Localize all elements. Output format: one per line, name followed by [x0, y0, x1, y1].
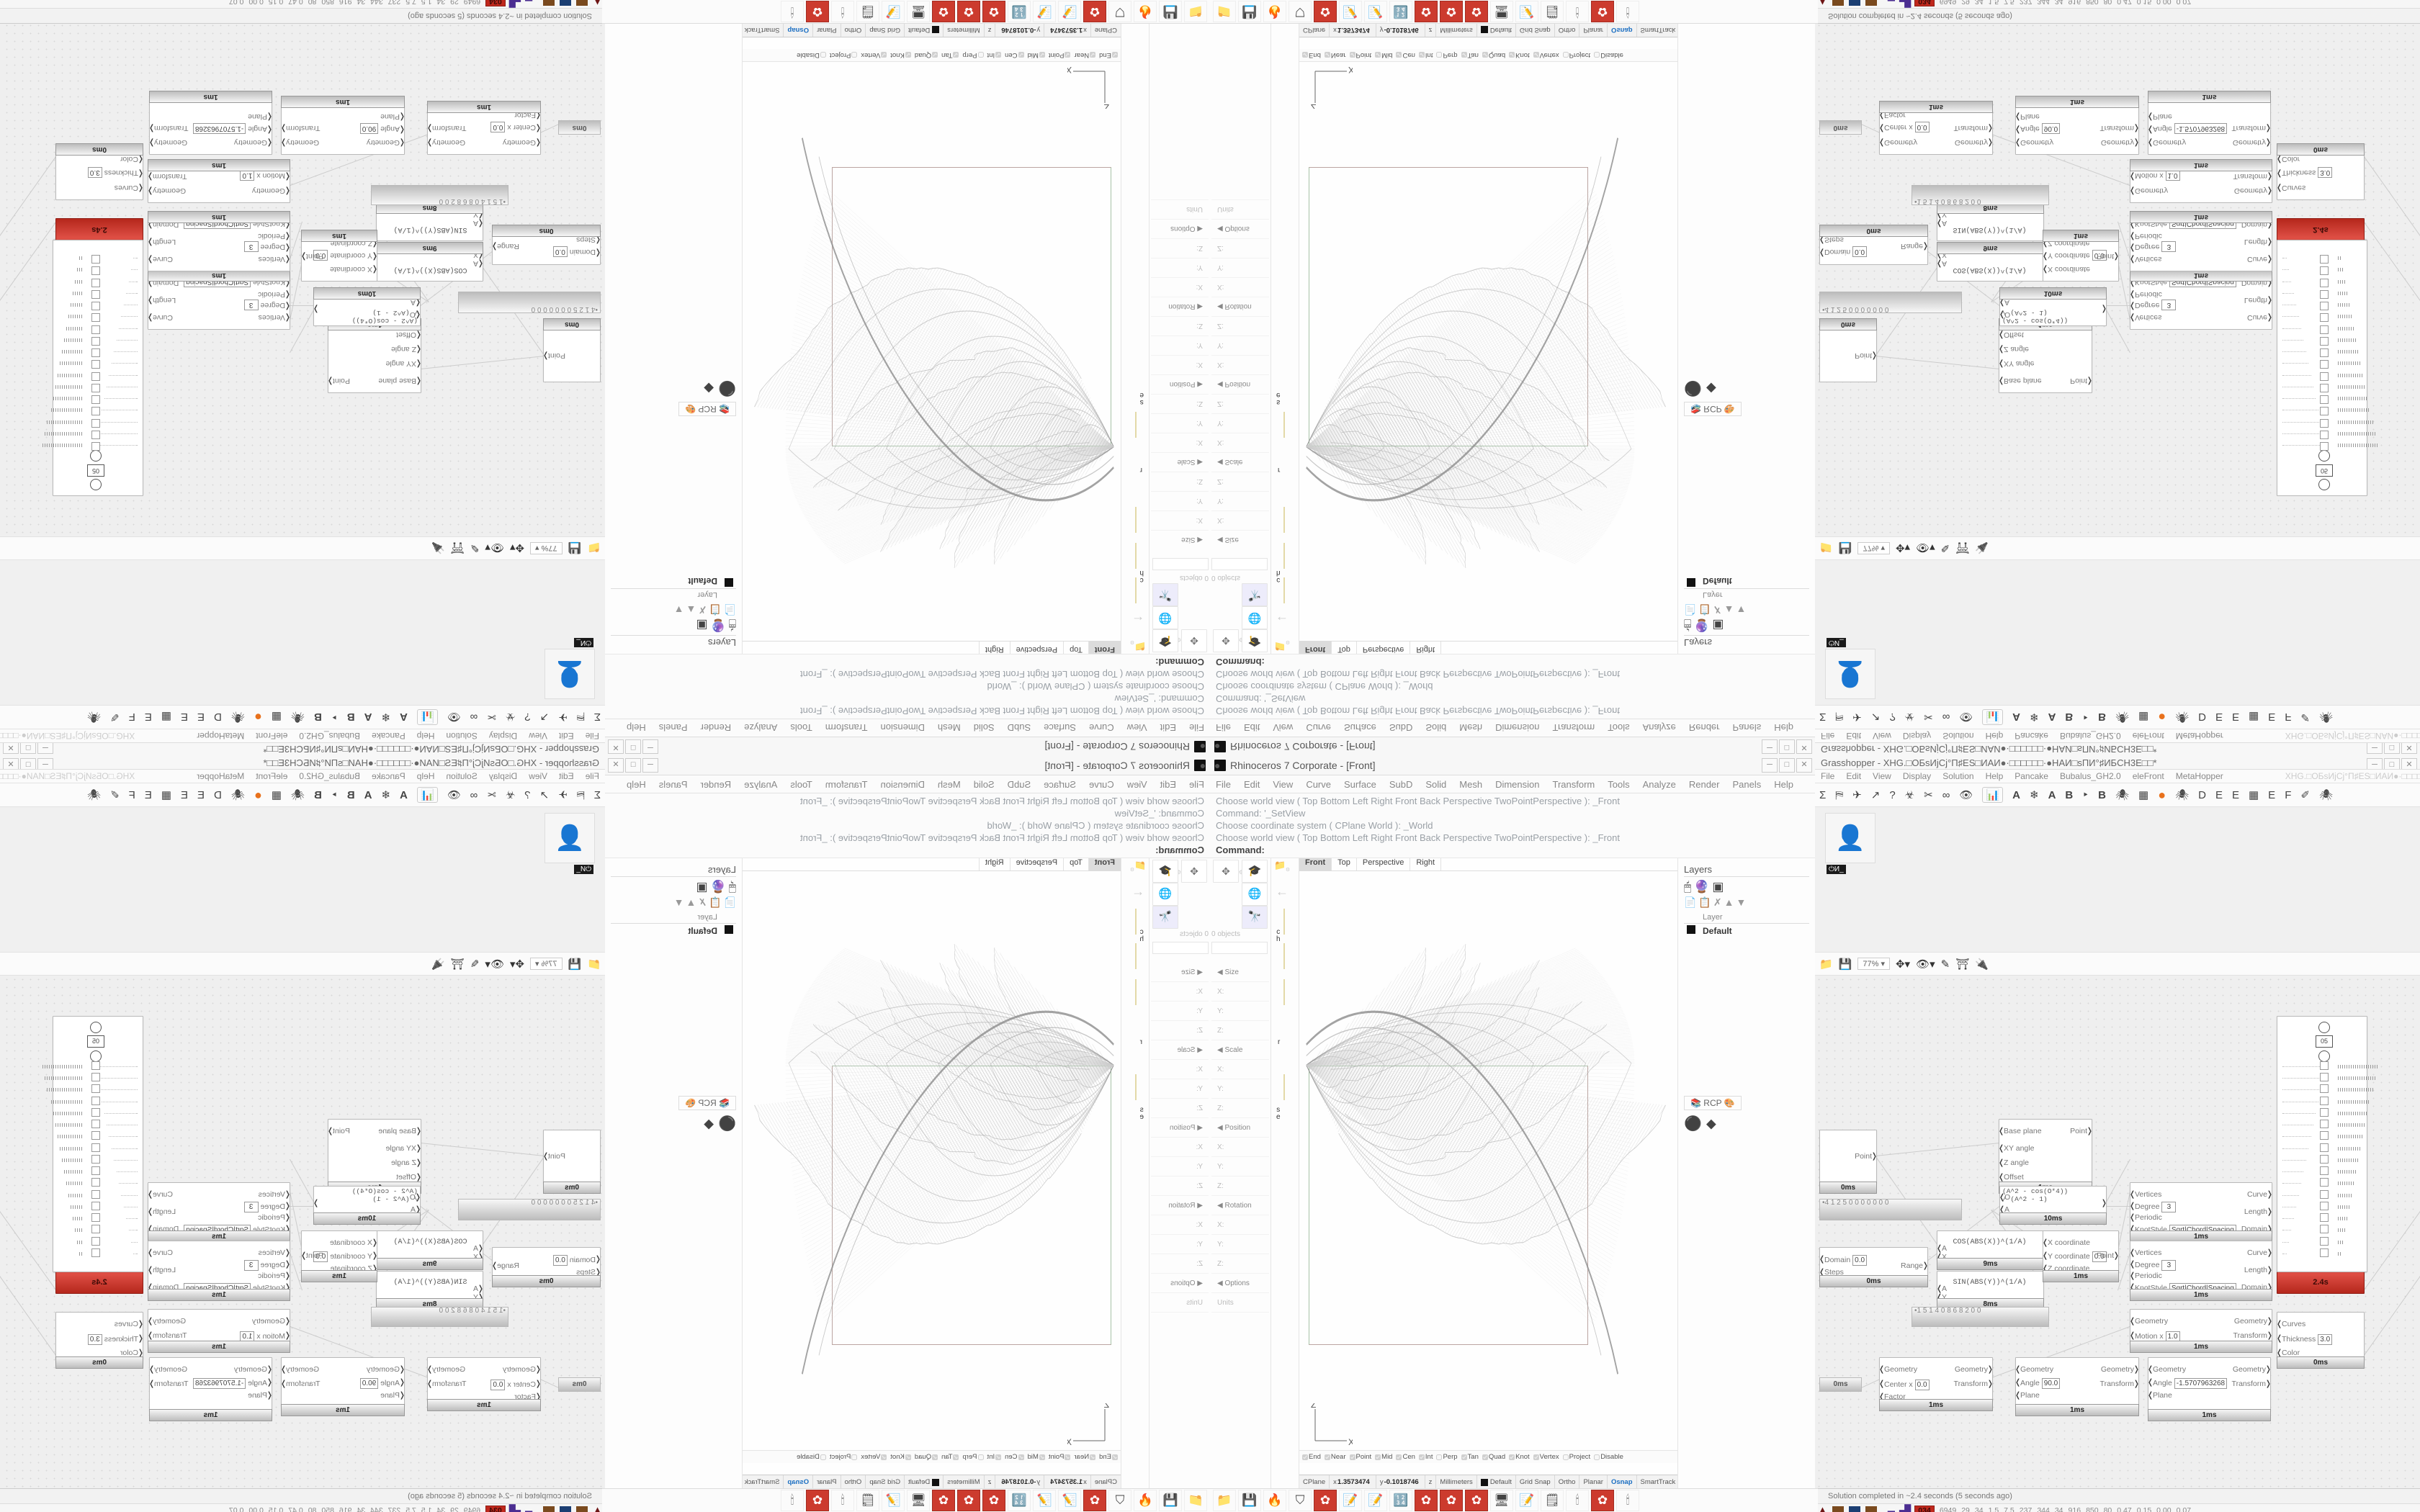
svg-text:Z: Z	[1311, 102, 1316, 109]
svg-text:X: X	[1348, 1437, 1353, 1446]
svg-text:Z: Z	[1104, 1403, 1109, 1410]
svg-text:X: X	[1348, 66, 1353, 75]
svg-text:X: X	[1067, 1437, 1072, 1446]
svg-text:Z: Z	[1104, 102, 1109, 109]
svg-text:Z: Z	[1311, 1403, 1316, 1410]
svg-text:X: X	[1067, 66, 1072, 75]
